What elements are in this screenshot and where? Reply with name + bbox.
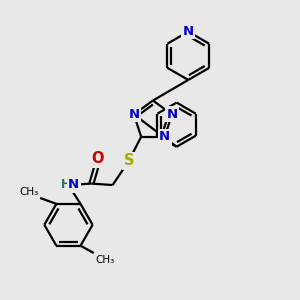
Text: N: N bbox=[183, 25, 194, 38]
Text: H: H bbox=[61, 178, 71, 191]
Text: CH₃: CH₃ bbox=[20, 187, 39, 196]
Text: N: N bbox=[167, 108, 178, 121]
Text: N: N bbox=[128, 108, 140, 121]
Text: S: S bbox=[124, 153, 134, 168]
Text: O: O bbox=[92, 151, 104, 166]
Text: N: N bbox=[68, 178, 79, 191]
Text: CH₃: CH₃ bbox=[95, 254, 115, 265]
Text: N: N bbox=[159, 130, 170, 143]
